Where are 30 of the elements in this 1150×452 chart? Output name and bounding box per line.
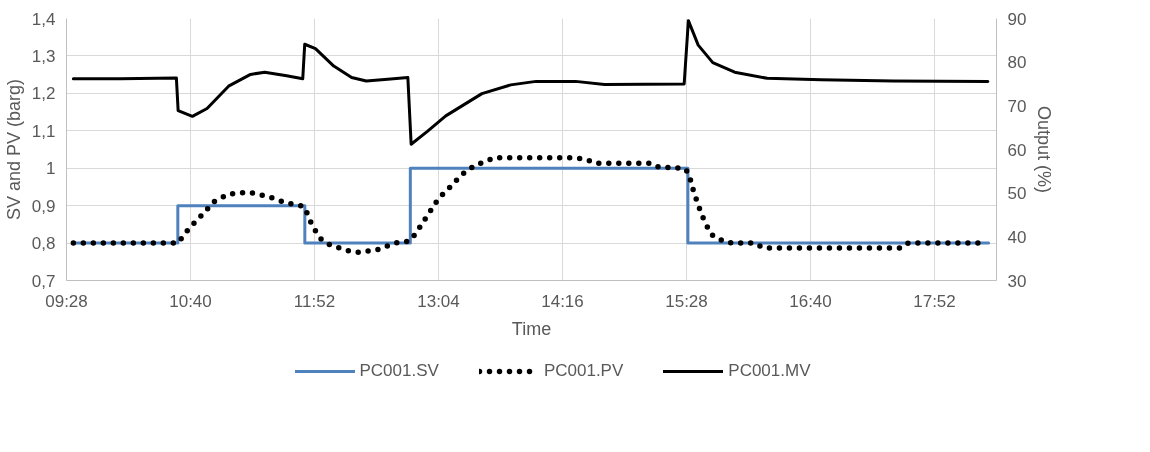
legend-label: PC001.MV (728, 361, 811, 381)
y2-tick-label: 40 (1007, 227, 1027, 247)
x-tick-label: 11:52 (293, 291, 336, 311)
x-tick-label: 10:40 (169, 291, 212, 311)
y2-axis-title: Output (%) (1034, 105, 1055, 194)
y-tick-label: 0,8 (31, 234, 56, 254)
y-tick-label: 0,7 (31, 271, 56, 291)
legend-label: PC001.PV (543, 361, 624, 381)
x-tick-label: 17:52 (913, 291, 956, 311)
x-tick-label: 14:16 (541, 291, 584, 311)
y-tick-label: 1 (46, 159, 56, 179)
x-tick-label: 13:04 (417, 291, 460, 311)
x-tick-label: 09:28 (45, 291, 88, 311)
x-tick-label: 15:28 (665, 291, 708, 311)
y-tick-label: 1,1 (31, 121, 56, 141)
y-tick-label: 1,4 (31, 9, 56, 29)
y-tick-label: 1,2 (31, 84, 56, 104)
x-tick-label: 16:40 (789, 291, 832, 311)
y-tick-label: 0,9 (31, 196, 56, 216)
y2-tick-label: 30 (1007, 271, 1027, 291)
y2-tick-label: 70 (1007, 96, 1027, 116)
y-tick-label: 1,3 (31, 46, 56, 66)
y2-tick-label: 90 (1007, 9, 1027, 29)
y-axis-title: SV and PV (barg) (3, 78, 24, 221)
y2-tick-label: 50 (1007, 184, 1027, 204)
line-series (71, 19, 990, 146)
y2-tick-label: 80 (1007, 53, 1027, 73)
x-axis-title: Time (511, 318, 552, 339)
y2-tick-label: 60 (1007, 140, 1027, 160)
legend-label: PC001.SV (359, 361, 439, 381)
